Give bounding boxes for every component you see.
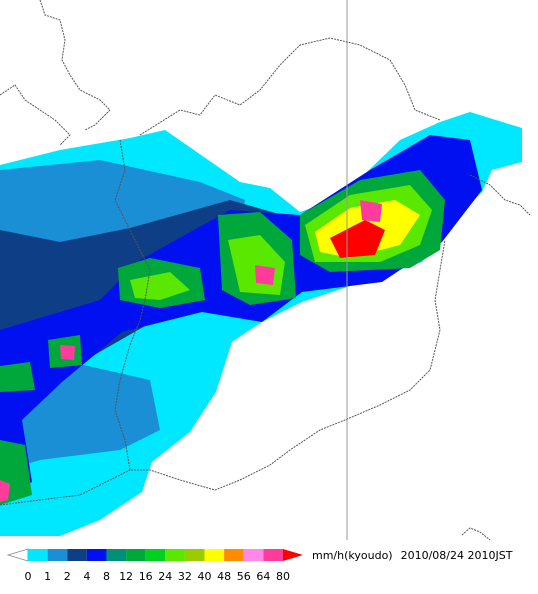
color-swatch <box>224 549 244 561</box>
legend-tick-label: 32 <box>178 570 192 583</box>
legend-tick-label: 48 <box>217 570 231 583</box>
legend-tick-label: 4 <box>83 570 90 583</box>
rain-area <box>60 345 75 360</box>
coast <box>461 527 491 541</box>
color-swatch <box>165 549 185 561</box>
legend-tick-label: 64 <box>256 570 270 583</box>
boundary <box>469 174 531 216</box>
legend-unit: mm/h(kyoudo) <box>312 549 393 562</box>
color-swatch <box>243 549 264 561</box>
boundary <box>0 469 131 506</box>
rain-area <box>360 200 382 222</box>
legend-tick-label: 16 <box>139 570 153 583</box>
color-swatch <box>184 549 205 561</box>
color-swatch <box>47 549 68 561</box>
boundaries <box>0 0 531 541</box>
over-arrow <box>283 549 303 561</box>
color-swatch <box>204 549 225 561</box>
legend-tick-label: 56 <box>237 570 251 583</box>
color-swatch <box>126 549 146 561</box>
legend-tick-label: 12 <box>119 570 133 583</box>
legend-tick-label: 24 <box>158 570 172 583</box>
rain-area <box>0 480 10 502</box>
legend-tick-label: 80 <box>276 570 290 583</box>
color-swatch <box>67 549 87 561</box>
boundary <box>139 37 441 136</box>
boundary <box>39 0 111 131</box>
legend-tick-label: 40 <box>198 570 212 583</box>
boundary <box>0 84 71 146</box>
color-swatch <box>86 549 107 561</box>
legend-tick-label: 2 <box>64 570 71 583</box>
rain-area <box>130 272 190 300</box>
rain-area <box>255 265 275 285</box>
color-swatch <box>145 549 166 561</box>
rain-area <box>0 362 35 392</box>
legend-tick-label: 1 <box>44 570 51 583</box>
boundary <box>114 139 446 491</box>
timestamp: 2010/08/24 2010JST <box>401 549 513 562</box>
color-swatch <box>106 549 127 561</box>
color-swatch <box>28 549 48 561</box>
color-legend: mm/h(kyoudo) 2010/08/24 2010JST 0 1 2 4 8 12 1… <box>6 548 513 583</box>
legend-tick-label: 0 <box>25 570 32 583</box>
legend-tick-label: 8 <box>103 570 110 583</box>
rain-field <box>0 112 522 536</box>
rain-area <box>330 220 385 258</box>
color-swatch <box>263 549 283 561</box>
under-arrow <box>6 548 29 562</box>
